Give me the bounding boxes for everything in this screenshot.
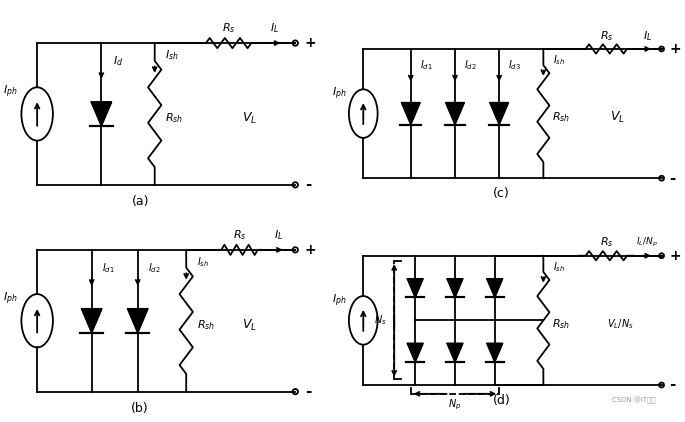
Text: $R_s$: $R_s$ <box>233 228 247 242</box>
Text: $R_{sh}$: $R_{sh}$ <box>197 318 214 332</box>
Text: $I_{d2}$: $I_{d2}$ <box>149 261 161 275</box>
Text: $I_d$: $I_d$ <box>113 54 123 68</box>
Polygon shape <box>127 308 148 333</box>
Text: $R_{sh}$: $R_{sh}$ <box>552 111 570 124</box>
Text: $I_{sh}$: $I_{sh}$ <box>553 53 565 67</box>
Text: $R_s$: $R_s$ <box>599 29 613 43</box>
Text: CSDN @IT猿手: CSDN @IT猿手 <box>612 397 656 404</box>
Polygon shape <box>407 279 423 298</box>
Text: $I_{d1}$: $I_{d1}$ <box>420 59 433 73</box>
Text: $I_{sh}$: $I_{sh}$ <box>197 255 210 269</box>
Text: +: + <box>669 249 681 263</box>
Text: $I_{d2}$: $I_{d2}$ <box>464 59 477 73</box>
Text: $I_{ph}$: $I_{ph}$ <box>332 292 347 308</box>
Text: $I_{d1}$: $I_{d1}$ <box>102 261 115 275</box>
Text: $I_L$: $I_L$ <box>274 228 283 242</box>
Text: $I_{ph}$: $I_{ph}$ <box>3 291 18 307</box>
Text: $I_{sh}$: $I_{sh}$ <box>165 48 179 62</box>
Polygon shape <box>407 343 423 362</box>
Text: (d): (d) <box>493 394 510 407</box>
Text: $I_L$: $I_L$ <box>643 29 652 43</box>
Text: $R_{sh}$: $R_{sh}$ <box>552 317 570 331</box>
Text: -: - <box>305 384 312 399</box>
Text: $N_p$: $N_p$ <box>449 398 462 412</box>
Text: $I_L/N_p$: $I_L/N_p$ <box>636 236 658 249</box>
Polygon shape <box>447 279 463 298</box>
Polygon shape <box>490 103 508 124</box>
Text: +: + <box>305 243 316 257</box>
Text: $V_L$: $V_L$ <box>610 110 625 125</box>
Polygon shape <box>82 308 102 333</box>
Text: -: - <box>669 171 675 186</box>
Text: $V_L$: $V_L$ <box>242 111 257 126</box>
Polygon shape <box>91 102 112 126</box>
Text: +: + <box>305 36 316 50</box>
Polygon shape <box>487 279 503 298</box>
Text: $V_L$: $V_L$ <box>242 317 257 333</box>
Text: $R_s$: $R_s$ <box>599 235 613 249</box>
Text: -: - <box>669 378 675 392</box>
Text: $I_{ph}$: $I_{ph}$ <box>3 84 18 100</box>
Text: $I_{sh}$: $I_{sh}$ <box>553 260 565 274</box>
Text: -: - <box>305 177 312 192</box>
Text: (b): (b) <box>132 402 149 415</box>
Text: +: + <box>669 42 681 56</box>
Text: $V_L/N_s$: $V_L/N_s$ <box>608 317 634 331</box>
Text: $I_{ph}$: $I_{ph}$ <box>332 86 347 102</box>
Text: $I_{d3}$: $I_{d3}$ <box>508 59 521 73</box>
Polygon shape <box>487 343 503 362</box>
Text: $I_L$: $I_L$ <box>270 22 279 35</box>
Polygon shape <box>445 103 464 124</box>
Text: $R_s$: $R_s$ <box>222 22 236 35</box>
Polygon shape <box>401 103 420 124</box>
Polygon shape <box>447 343 463 362</box>
Text: (a): (a) <box>132 195 149 208</box>
Text: $N_s$: $N_s$ <box>373 314 386 327</box>
Text: (c): (c) <box>493 187 510 200</box>
Text: $R_{sh}$: $R_{sh}$ <box>165 111 183 125</box>
